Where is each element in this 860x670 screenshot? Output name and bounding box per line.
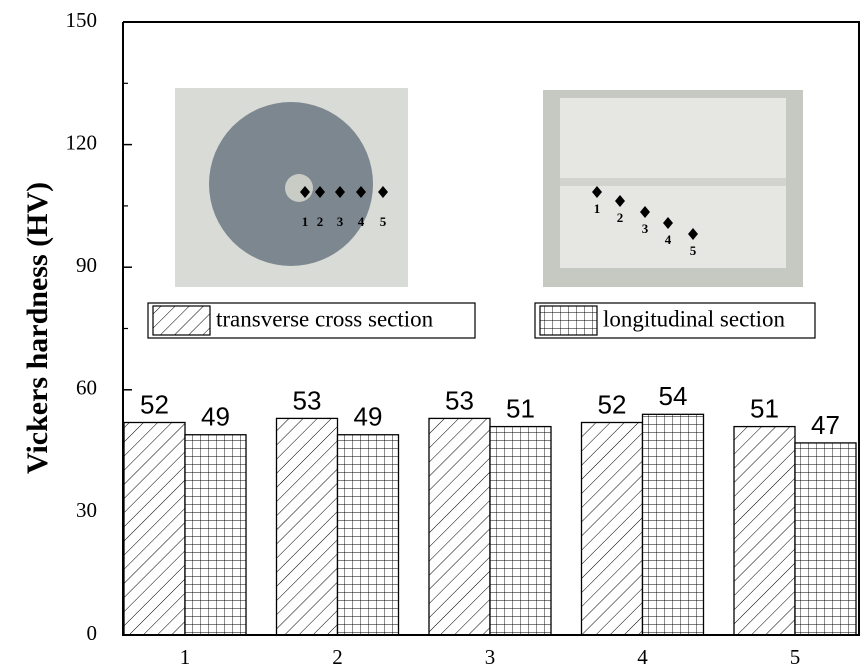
bar xyxy=(643,414,704,635)
y-tick-label: 60 xyxy=(76,376,97,400)
inset-label: 4 xyxy=(665,232,672,247)
inset-label: 1 xyxy=(302,214,309,229)
value-label: 53 xyxy=(293,385,322,415)
y-tick-label: 30 xyxy=(76,498,97,522)
legend-label: longitudinal section xyxy=(603,306,786,331)
y-tick-label: 90 xyxy=(76,253,97,277)
value-label: 52 xyxy=(598,389,627,419)
value-label: 49 xyxy=(201,402,230,432)
y-axis-label: Vickers hardness (HV) xyxy=(21,182,54,474)
x-tick-label: 4 xyxy=(637,645,648,669)
inset-label: 2 xyxy=(317,214,324,229)
bar xyxy=(185,435,246,635)
inset-label: 1 xyxy=(594,201,601,216)
y-tick-label: 120 xyxy=(66,130,98,154)
bar xyxy=(338,435,399,635)
bar xyxy=(429,418,490,635)
x-tick-label: 5 xyxy=(790,645,801,669)
chart: Vickers hardness (HV) 1234512345transver… xyxy=(0,0,860,670)
x-tick-label: 1 xyxy=(180,645,191,669)
inset-photo-1 xyxy=(175,88,408,287)
inset-label: 2 xyxy=(617,210,624,225)
value-label: 51 xyxy=(750,393,779,423)
value-label: 54 xyxy=(659,381,688,411)
x-tick-label: 3 xyxy=(485,645,496,669)
inset-label: 5 xyxy=(380,214,387,229)
inset-label: 4 xyxy=(358,214,365,229)
legend-swatch xyxy=(153,306,210,335)
inset-label: 3 xyxy=(337,214,344,229)
bar xyxy=(490,427,551,635)
bar xyxy=(795,443,856,635)
value-label: 49 xyxy=(354,402,383,432)
bar xyxy=(124,422,185,635)
page: Vickers hardness (HV) 1234512345transver… xyxy=(0,0,860,670)
bar xyxy=(582,422,643,635)
value-label: 51 xyxy=(506,393,535,423)
y-tick-label: 0 xyxy=(87,621,98,645)
inset-label: 5 xyxy=(690,243,697,258)
bar xyxy=(734,427,795,635)
bar xyxy=(277,418,338,635)
y-tick-label: 150 xyxy=(66,8,98,32)
value-label: 47 xyxy=(811,410,840,440)
x-tick-label: 2 xyxy=(332,645,343,669)
value-label: 52 xyxy=(140,389,169,419)
legend-label: transverse cross section xyxy=(216,306,434,331)
inset-photo-2 xyxy=(543,90,803,287)
legend-swatch xyxy=(540,306,597,335)
inset-label: 3 xyxy=(642,221,649,236)
value-label: 53 xyxy=(445,385,474,415)
